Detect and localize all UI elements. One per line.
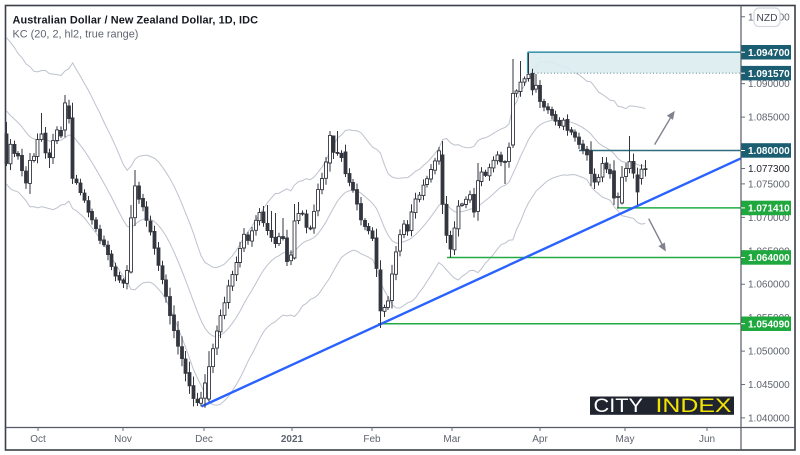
svg-text:Australian Dollar / New Zealan: Australian Dollar / New Zealand Dollar, …: [13, 15, 259, 27]
svg-text:1.075000: 1.075000: [748, 179, 790, 190]
svg-text:CITY: CITY: [594, 395, 644, 417]
svg-text:1.064000: 1.064000: [748, 253, 790, 264]
svg-text:1.080000: 1.080000: [748, 146, 790, 157]
svg-text:1.045000: 1.045000: [748, 380, 790, 391]
svg-text:Feb: Feb: [363, 434, 381, 445]
svg-text:1.060000: 1.060000: [748, 280, 790, 291]
svg-text:KC (20, 2, hl2, true range): KC (20, 2, hl2, true range): [13, 29, 139, 41]
svg-text:1.077300: 1.077300: [748, 164, 790, 175]
svg-text:Nov: Nov: [114, 434, 132, 445]
svg-text:Dec: Dec: [195, 434, 213, 445]
svg-text:Mar: Mar: [443, 434, 461, 445]
svg-text:1.091570: 1.091570: [748, 69, 790, 80]
svg-text:1.090000: 1.090000: [748, 79, 790, 90]
svg-text:1.054090: 1.054090: [748, 319, 790, 330]
svg-text:1.071410: 1.071410: [748, 204, 790, 215]
svg-text:1.085000: 1.085000: [748, 113, 790, 124]
svg-text:INDEX: INDEX: [656, 395, 732, 417]
svg-text:1.094700: 1.094700: [748, 48, 790, 59]
svg-text:2021: 2021: [281, 434, 304, 445]
svg-text:Oct: Oct: [30, 434, 46, 445]
svg-text:1.050000: 1.050000: [748, 347, 790, 358]
svg-text:Apr: Apr: [532, 434, 548, 445]
svg-text:Jun: Jun: [699, 434, 715, 445]
svg-text:1.070000: 1.070000: [748, 213, 790, 224]
svg-text:1.040000: 1.040000: [748, 413, 790, 424]
svg-text:NZD: NZD: [757, 13, 778, 24]
svg-text:May: May: [616, 434, 635, 445]
